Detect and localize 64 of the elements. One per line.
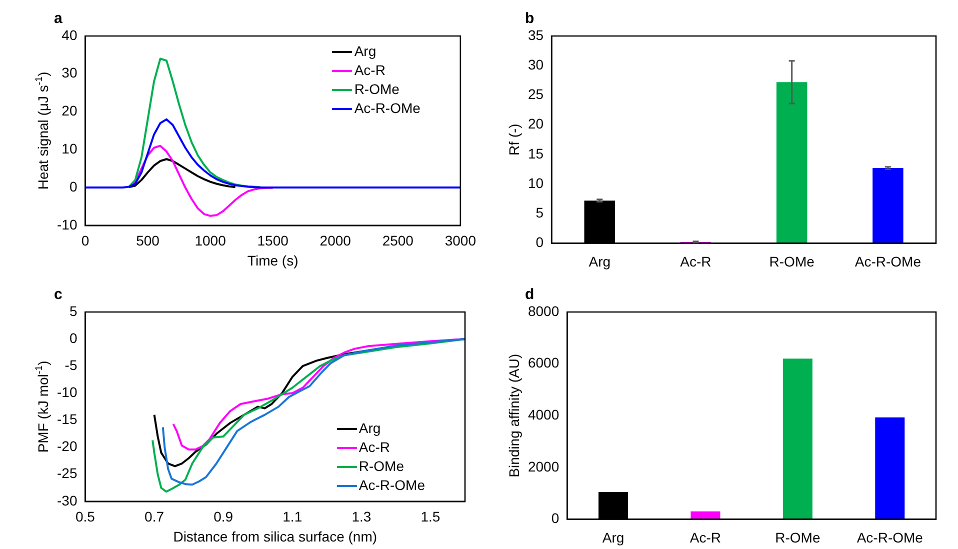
x-tick-label: Arg (602, 529, 624, 546)
y-tick-label: 0 (69, 330, 78, 346)
legend-label: R-OMe (354, 80, 400, 99)
y-tick-label: 15 (528, 145, 544, 162)
x-tick-label: Ac-R-OMe (854, 253, 922, 270)
x-axis-title: Distance from silica surface (nm) (173, 528, 378, 544)
legend-label: Ac-R (354, 61, 386, 80)
x-tick-label: Ac-R (680, 253, 712, 270)
y-tick-label: 6000 (528, 354, 560, 371)
y-tick-label: 5 (69, 302, 78, 319)
y-tick-label: 10 (62, 140, 78, 156)
x-tick-label: Ac-R (690, 529, 722, 546)
y-tick-label: 4000 (528, 406, 560, 422)
y-tick-label: 5 (536, 204, 544, 220)
legend-label: Ac-R-OMe (358, 476, 425, 496)
y-tick-label: 40 (62, 26, 78, 43)
x-tick-label: Arg (588, 253, 611, 270)
y-tick-label: 20 (528, 116, 544, 132)
x-tick-label: R-OMe (769, 253, 815, 270)
x-tick-label: 3000 (444, 232, 476, 249)
x-tick-label: 1000 (194, 232, 226, 249)
y-tick-label: -25 (57, 465, 78, 482)
y-tick-label: -10 (57, 216, 78, 232)
y-axis-title: PMF (kJ mol-1) (34, 360, 51, 453)
x-tick-label: R-OMe (775, 529, 820, 546)
y-tick-label: 20 (62, 102, 78, 119)
chart-title: d (525, 286, 534, 304)
chart-title: a (54, 10, 63, 28)
x-tick-label: Ac-R-OMe (856, 529, 924, 546)
y-tick-label: 0 (69, 178, 78, 194)
x-tick-label: 2500 (382, 232, 414, 249)
x-tick-label: 0.7 (144, 508, 164, 525)
y-axis-title: Binding affinity (AU) (506, 354, 522, 478)
legend-label: Ac-R (358, 438, 390, 458)
x-tick-label: 1.5 (420, 508, 440, 525)
y-tick-label: -5 (64, 356, 78, 373)
y-tick-label: 8000 (528, 302, 560, 319)
x-tick-label: 0 (81, 232, 90, 249)
legend-label: Arg (358, 419, 381, 438)
y-tick-label: 25 (528, 86, 544, 102)
x-tick-label: 1.1 (282, 508, 302, 525)
chart-title: b (525, 10, 534, 28)
chart-title: c (54, 286, 62, 304)
x-tick-label: 1.3 (352, 508, 372, 525)
x-tick-label: 500 (136, 232, 160, 249)
y-tick-label: -30 (57, 492, 78, 508)
y-tick-label: -10 (57, 384, 78, 400)
y-axis-title: Heat signal (μJ s-1) (34, 72, 51, 190)
legend-label: Arg (354, 42, 376, 61)
y-tick-label: 30 (62, 64, 78, 81)
x-tick-label: 1500 (257, 232, 289, 249)
y-tick-label: 10 (528, 174, 544, 191)
x-axis-title: Time (s) (247, 252, 298, 268)
legend-label: R-OMe (358, 457, 404, 476)
x-tick-label: 0.5 (76, 508, 96, 525)
x-tick-label: 2000 (320, 232, 352, 249)
y-tick-label: -20 (57, 438, 78, 454)
x-tick-label: 0.9 (214, 508, 234, 525)
y-tick-label: 2000 (528, 458, 560, 474)
y-tick-label: 35 (528, 26, 544, 43)
y-tick-label: 30 (528, 56, 544, 72)
y-axis-title: Rf (-) (506, 124, 522, 156)
y-tick-label: -15 (57, 411, 78, 428)
legend-label: Ac-R-OMe (354, 99, 420, 118)
